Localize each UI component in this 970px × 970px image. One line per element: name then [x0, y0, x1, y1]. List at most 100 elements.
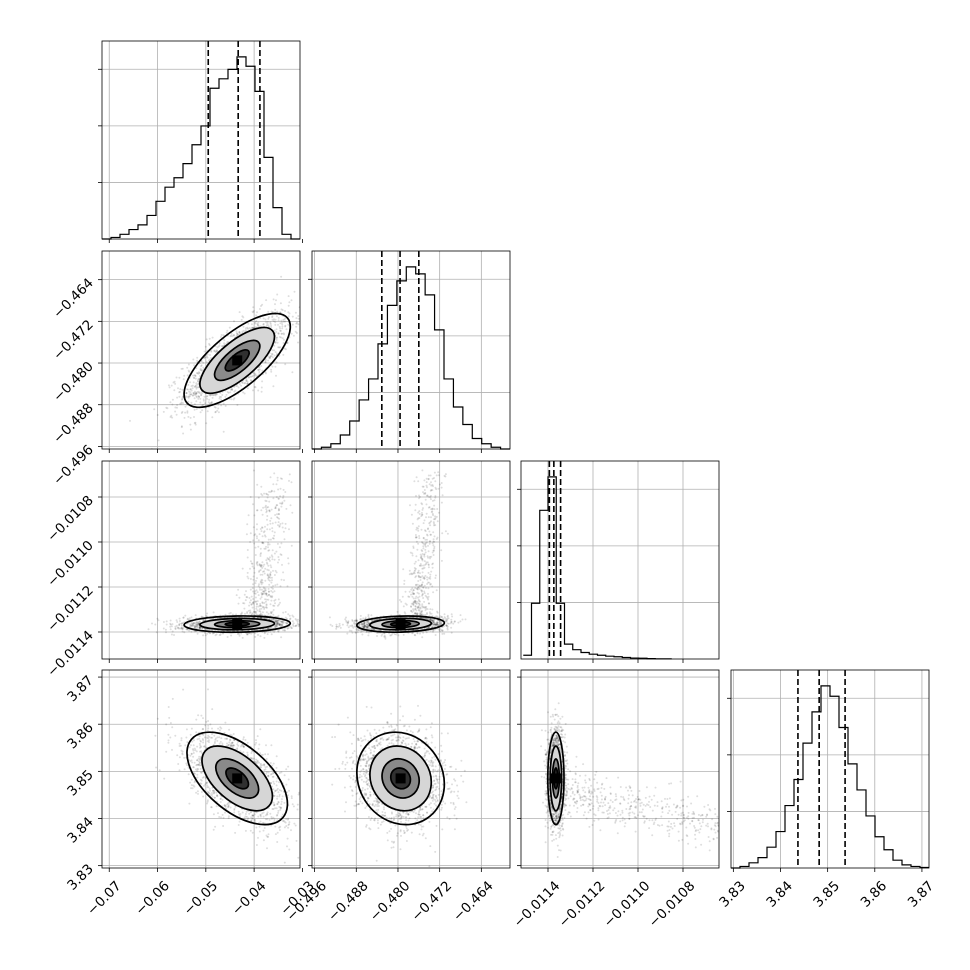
- sample-point: [173, 380, 176, 383]
- sample-point: [276, 604, 279, 607]
- sample-point: [226, 636, 229, 638]
- sample-point: [247, 577, 250, 580]
- sample-point: [226, 391, 229, 393]
- sample-point: [279, 502, 282, 505]
- sample-point: [202, 398, 205, 401]
- sample-point: [196, 626, 199, 628]
- sample-point: [261, 494, 264, 497]
- sample-point: [446, 624, 448, 627]
- sample-point: [344, 618, 347, 621]
- sample-point: [254, 326, 257, 329]
- sample-point: [264, 567, 267, 570]
- sample-point: [205, 614, 208, 617]
- sample-point: [199, 620, 201, 623]
- sample-point: [201, 627, 204, 630]
- sample-point: [193, 625, 196, 628]
- sample-point: [204, 619, 207, 621]
- sample-point: [269, 356, 271, 359]
- sample-point: [280, 505, 283, 508]
- sample-point: [275, 299, 277, 302]
- panel-content: [102, 461, 306, 659]
- sample-point: [195, 382, 198, 385]
- sample-point: [350, 629, 353, 632]
- sample-point: [276, 504, 279, 507]
- sample-point: [228, 612, 231, 615]
- sample-point: [260, 509, 263, 512]
- sample-point: [450, 621, 453, 623]
- sample-point: [244, 329, 247, 332]
- sample-point: [278, 524, 281, 527]
- sample-point: [191, 384, 194, 387]
- sample-point: [428, 611, 431, 614]
- sample-point: [281, 323, 284, 326]
- sample-point: [162, 627, 165, 630]
- sample-point: [254, 533, 257, 536]
- sample-point: [215, 349, 218, 352]
- sample-point: [199, 411, 202, 414]
- contour-outer: [183, 615, 292, 634]
- sample-point: [193, 625, 196, 628]
- sample-point: [276, 516, 278, 519]
- sample-point: [247, 327, 249, 330]
- sample-point: [203, 628, 206, 630]
- sample-point: [246, 596, 249, 599]
- sample-point: [276, 479, 279, 482]
- sample-point: [248, 601, 251, 604]
- sample-point: [304, 627, 306, 629]
- sample-point: [194, 391, 197, 394]
- sample-point: [257, 634, 259, 636]
- density-peak: [232, 355, 243, 366]
- sample-point: [282, 496, 284, 499]
- sample-point: [278, 622, 280, 625]
- sample-point: [198, 627, 201, 630]
- sample-point: [283, 347, 286, 350]
- sample-point: [270, 368, 273, 371]
- sample-point: [253, 514, 256, 517]
- sample-point: [284, 522, 287, 525]
- sample-point: [288, 528, 290, 531]
- sample-point: [271, 318, 274, 321]
- sample-point: [241, 381, 244, 384]
- sample-point: [269, 595, 272, 598]
- sample-point: [254, 582, 257, 585]
- sample-point: [250, 595, 253, 598]
- sample-point: [329, 623, 332, 626]
- sample-point: [220, 345, 223, 348]
- sample-point: [267, 546, 269, 549]
- sample-point: [261, 567, 264, 569]
- sample-point: [276, 310, 279, 313]
- sample-point: [213, 350, 216, 352]
- sample-point: [434, 634, 437, 636]
- sample-point: [169, 416, 172, 418]
- sample-point: [204, 345, 207, 348]
- sample-point: [267, 627, 270, 630]
- sample-point: [270, 612, 273, 615]
- sample-point: [276, 625, 278, 628]
- sample-point: [208, 398, 211, 401]
- sample-point: [262, 506, 265, 509]
- sample-point: [376, 618, 379, 621]
- sample-point: [284, 320, 287, 323]
- sample-point: [361, 623, 364, 626]
- sample-point: [254, 600, 257, 603]
- sample-point: [260, 565, 262, 568]
- sample-point: [265, 606, 268, 609]
- sample-point: [272, 604, 275, 607]
- sample-point: [181, 397, 184, 400]
- sample-point: [380, 634, 383, 637]
- sample-point: [265, 511, 268, 514]
- sample-point: [249, 379, 252, 382]
- sample-point: [277, 598, 280, 601]
- sample-point: [217, 403, 220, 406]
- sample-point: [252, 311, 255, 314]
- sample-point: [274, 626, 277, 628]
- sample-point: [241, 567, 244, 570]
- sample-point: [297, 618, 299, 621]
- sample-point: [287, 613, 290, 616]
- sample-point: [218, 395, 221, 398]
- sample-point: [287, 562, 290, 565]
- sample-point: [281, 621, 284, 624]
- sample-point: [249, 560, 252, 563]
- sample-point: [189, 416, 192, 419]
- sample-point: [273, 531, 276, 534]
